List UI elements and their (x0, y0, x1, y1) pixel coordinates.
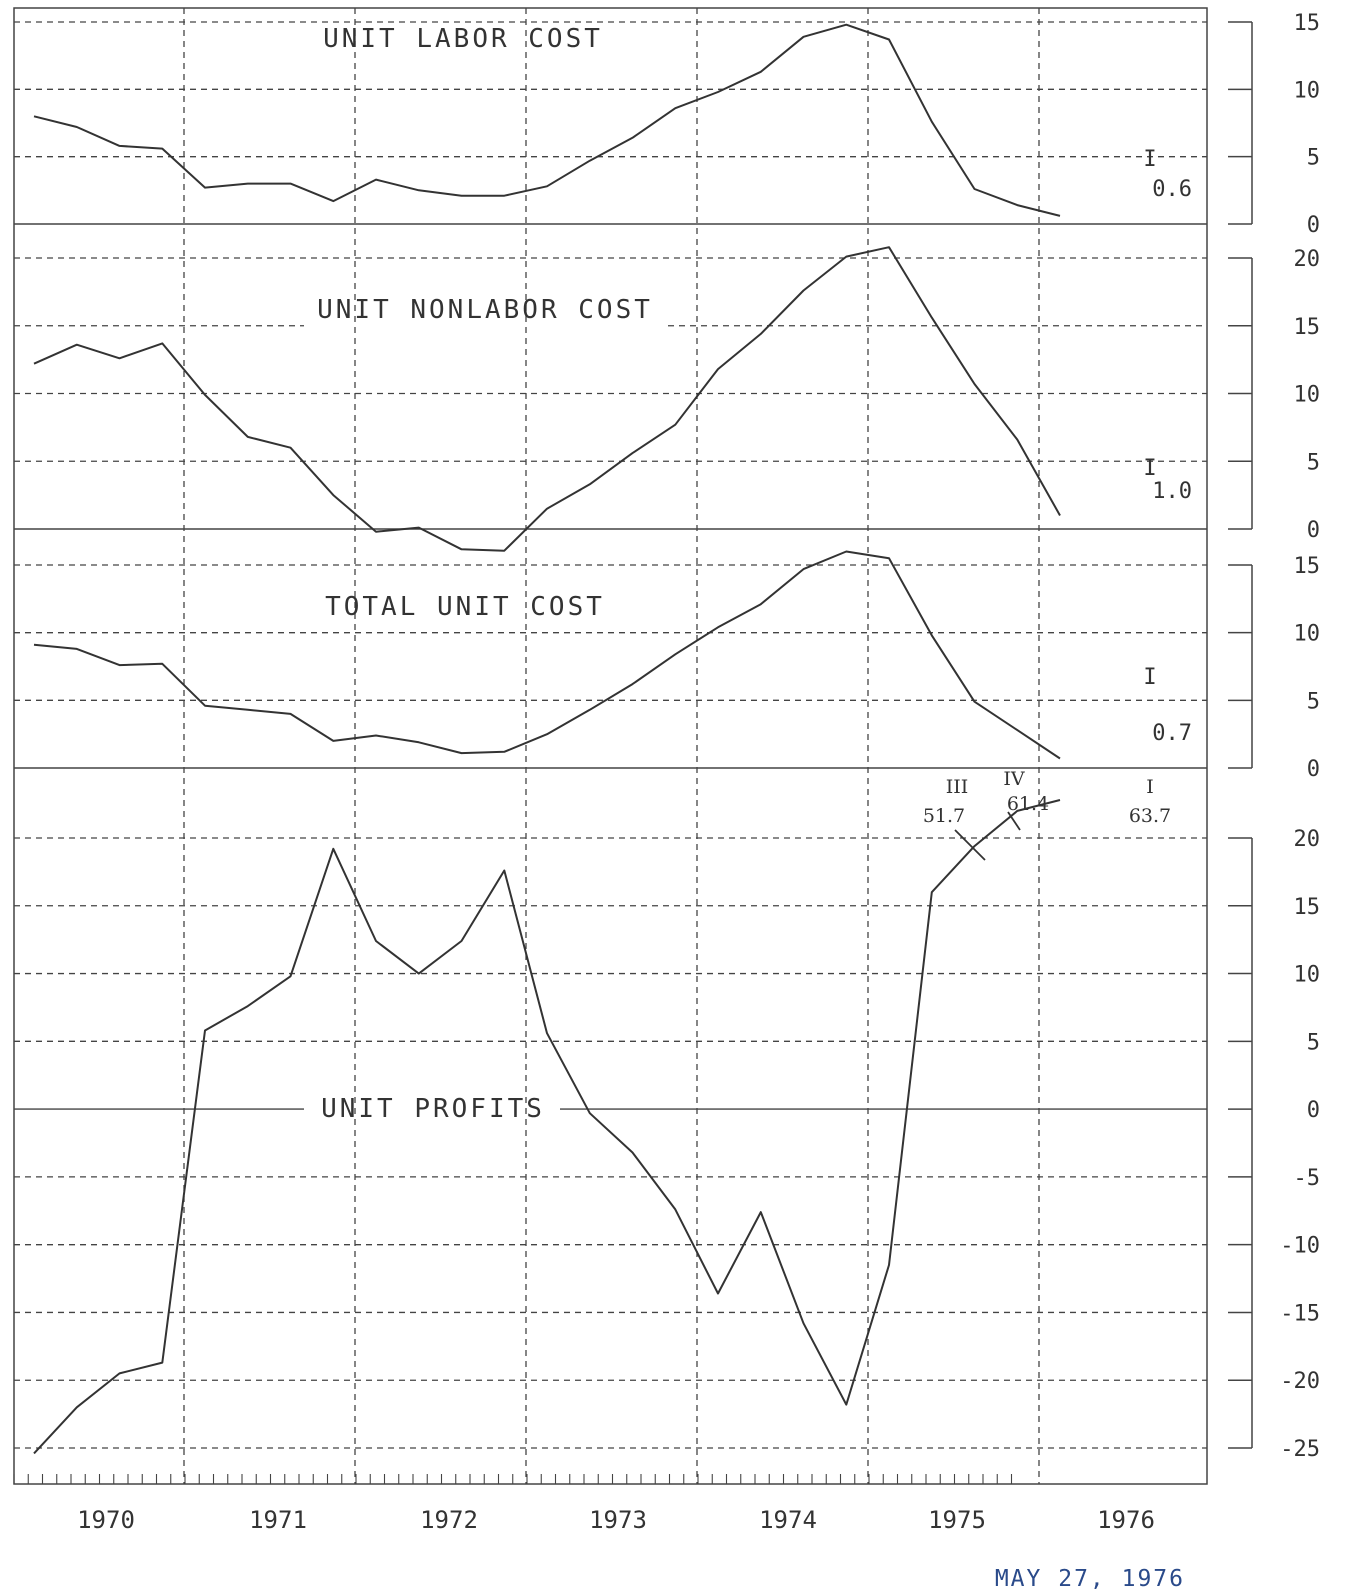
year-label: 1976 (1097, 1506, 1155, 1534)
tick-label: 15 (1294, 11, 1321, 36)
year-label: 1971 (249, 1506, 307, 1534)
annotation-quarter: III (946, 776, 969, 798)
annotation-quarter: I (1146, 776, 1154, 798)
year-label: 1970 (77, 1506, 135, 1534)
latest-quarter-label: I (1143, 456, 1156, 481)
series-line-p4 (33, 799, 1061, 1455)
tick-label: -10 (1280, 1234, 1320, 1259)
tick-label: 15 (1294, 895, 1321, 920)
latest-value-label: 1.0 (1152, 479, 1192, 504)
year-label: 1973 (589, 1506, 647, 1534)
year-label: 1974 (759, 1506, 817, 1534)
tick-label: -15 (1280, 1301, 1320, 1326)
tick-label: -5 (1294, 1166, 1321, 1191)
grid-layer (14, 8, 1207, 1484)
latest-value-label: 0.6 (1152, 177, 1192, 202)
tick-label: 0 (1307, 1098, 1320, 1123)
annotation-marker (954, 829, 986, 861)
tick-label: 15 (1294, 554, 1321, 579)
tick-label: 5 (1307, 689, 1320, 714)
tick-label: 10 (1294, 622, 1321, 647)
panel-title: TOTAL UNIT COST (325, 592, 605, 622)
annotation-value: 61.4 (1007, 793, 1049, 815)
tick-label: 10 (1294, 78, 1321, 103)
date-stamp: MAY 27, 1976 (995, 1566, 1185, 1592)
panel-title: UNIT NONLABOR COST (317, 295, 653, 325)
annotation-value: 51.7 (923, 805, 965, 827)
tick-label: 10 (1294, 963, 1321, 988)
tick-label: 0 (1307, 757, 1320, 782)
series-line-p1 (33, 23, 1061, 217)
tick-label: 15 (1294, 315, 1321, 340)
tick-label: 0 (1307, 213, 1320, 238)
tick-label: 5 (1307, 1030, 1320, 1055)
annotation-value: 63.7 (1129, 805, 1171, 827)
frame-layer (13, 7, 1253, 1485)
tick-label: -20 (1280, 1369, 1320, 1394)
latest-quarter-label: I (1143, 665, 1156, 690)
annotation-quarter: IV (1003, 768, 1025, 790)
panel-title: UNIT LABOR COST (323, 24, 603, 54)
series-line-p3 (33, 550, 1061, 760)
latest-value-label: 0.7 (1152, 721, 1192, 746)
tick-label: 20 (1294, 827, 1321, 852)
series-line-p2 (33, 246, 1061, 552)
latest-quarter-label: I (1143, 147, 1156, 172)
year-label: 1975 (928, 1506, 986, 1534)
tick-label: 20 (1294, 247, 1321, 272)
panel-title: UNIT PROFITS (321, 1094, 545, 1124)
plot-frame (13, 7, 1208, 1485)
text-layer: 0 5 10 15 UNIT LABOR COST I 0.6 0 5 10 15 20 UNIT NO… (77, 11, 1320, 1534)
year-label: 1972 (420, 1506, 478, 1534)
tick-label: 0 (1307, 518, 1320, 543)
tick-label: 5 (1307, 146, 1320, 171)
tick-label: 5 (1307, 450, 1320, 475)
tick-label: 10 (1294, 383, 1321, 408)
series-layer (33, 23, 1061, 1455)
annotation-marker (1007, 811, 1021, 831)
tick-label: -25 (1280, 1437, 1320, 1462)
